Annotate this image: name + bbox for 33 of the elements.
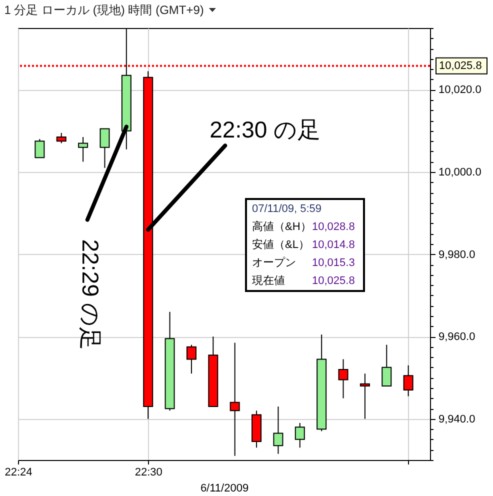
- candlestick: [273, 406, 284, 454]
- annotation: 22:30 の足: [210, 116, 321, 143]
- annotation: 10,025.8: [312, 275, 355, 287]
- chart-title: 1 分足 ローカル (現地) 時間 (GMT+9): [4, 3, 204, 17]
- y-tick-label: 9,980.0: [438, 248, 476, 261]
- candlestick: [360, 373, 370, 420]
- candlestick: [34, 138, 45, 158]
- candlestick: [338, 358, 348, 399]
- annotation: 10,015.3: [312, 257, 355, 269]
- y-tick-label: 9,960.0: [438, 331, 476, 344]
- annotation: 10,014.8: [312, 239, 355, 251]
- y-tick-label: 10,000.0: [438, 166, 482, 178]
- annotation: 安値（&L）: [252, 238, 310, 251]
- annotation: 07/11/09, 5:59: [252, 203, 322, 215]
- y-tick-label: 9,940.0: [438, 413, 476, 426]
- annotation: 10,028.8: [312, 221, 355, 233]
- y-tick-label: 10,020.0: [438, 84, 482, 96]
- annotation: オープン: [252, 256, 296, 269]
- x-tick-label: 22:30: [134, 466, 162, 478]
- annotation: 22:29 の足: [77, 239, 104, 350]
- x-tick-label: 22:24: [4, 466, 32, 478]
- candlestick: [403, 364, 414, 397]
- candlestick: [100, 128, 110, 168]
- ref-line-label: 10,025.8: [439, 60, 482, 72]
- candlestick: [78, 136, 88, 162]
- candlestick: [230, 342, 240, 456]
- candlestick: [294, 422, 305, 448]
- candlestick: [56, 132, 66, 144]
- candlestick: [382, 344, 392, 386]
- x-axis-title: 6/11/2009: [200, 482, 249, 494]
- annotation: 現在値: [252, 275, 285, 287]
- candlestick: [186, 344, 196, 374]
- annotation: 高値（&H）: [252, 220, 312, 233]
